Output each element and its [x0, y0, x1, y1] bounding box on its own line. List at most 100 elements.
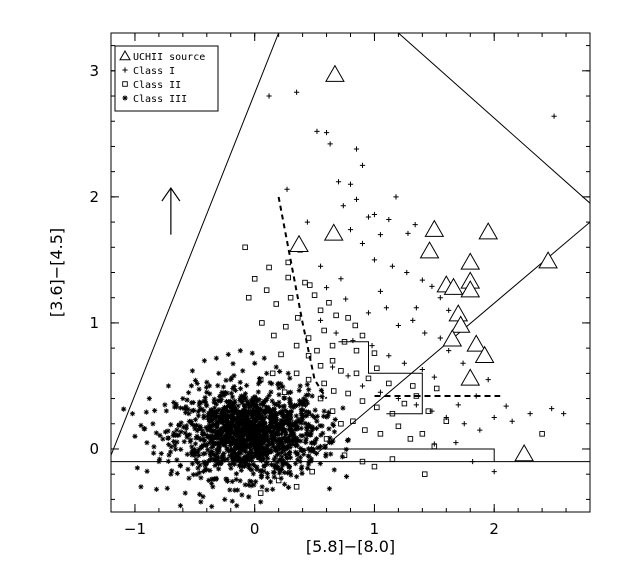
class-ii-point [371, 463, 378, 470]
class-iii-cloud-point [264, 470, 271, 477]
class-iii-cloud-point [258, 457, 265, 463]
class-iii-cloud-point [331, 467, 337, 473]
class-iii-point [246, 494, 252, 500]
class-iii-cloud-point [326, 486, 333, 492]
class-iii-cloud-point [327, 435, 333, 441]
class-iii-cloud-point [253, 444, 259, 450]
class-iii-cloud-point [321, 413, 327, 419]
class-iii-cloud-point [228, 465, 234, 471]
class-iii-cloud-point [189, 400, 195, 406]
class-ii-point [329, 342, 336, 349]
class-iii-cloud-point [331, 429, 338, 435]
uchii-source-point [325, 64, 345, 82]
class-iii-cloud-point [286, 396, 293, 402]
class-iii-cloud-point [276, 399, 282, 405]
class-iii-cloud-point [228, 435, 235, 441]
class-iii-cloud-point [165, 458, 171, 464]
class-iii-cloud-point [215, 434, 222, 440]
class-iii-dense-cloud [121, 361, 352, 510]
class-iii-point [276, 380, 282, 387]
class-iii-cloud-point [227, 401, 233, 408]
class-iii-cloud-point [219, 416, 225, 422]
class-iii-cloud-point [269, 438, 275, 445]
class-iii-cloud-point [151, 444, 157, 450]
class-ii-point [314, 347, 320, 354]
class-iii-cloud-point [215, 424, 221, 430]
class-iii-cloud-point [287, 400, 293, 406]
class-iii-cloud-point [295, 457, 301, 463]
class-iii-cloud-point [191, 407, 197, 413]
class-i-point [491, 414, 497, 421]
uchii-source-point [460, 368, 481, 386]
class-i-point [365, 214, 372, 220]
class-iii-cloud-point [240, 429, 247, 436]
class-iii-cloud-point [197, 406, 203, 412]
class-iii-cloud-point [290, 441, 296, 447]
class-ii-point [307, 282, 313, 288]
class-i-point [323, 129, 330, 136]
class-iii-cloud-point [293, 461, 299, 467]
class-iii-cloud-point [169, 468, 175, 474]
class-iii-cloud-point [227, 487, 233, 493]
class-ii-point [371, 350, 378, 356]
class-iii-cloud-point [203, 442, 209, 448]
class-iii-cloud-point [222, 438, 228, 444]
class-iii-cloud-point [121, 406, 127, 412]
class-i-point [347, 181, 354, 187]
class-iii-cloud-point [176, 432, 182, 438]
class-iii-point [177, 503, 184, 509]
class-iii-point [270, 486, 276, 492]
class-iii-cloud-point [267, 380, 273, 386]
class-iii-cloud-point [286, 390, 292, 396]
x-tick-label: 1 [370, 520, 380, 538]
class-iii-point [129, 411, 136, 417]
class-i-point [369, 343, 375, 349]
class-iii-cloud-point [221, 437, 227, 443]
class-ii-point [251, 276, 258, 282]
class-iii-cloud-point [235, 416, 241, 423]
class-iii-cloud-point [302, 420, 308, 426]
class-iii-cloud-point [187, 439, 193, 445]
class-iii-cloud-point [212, 440, 218, 447]
class-iii-cloud-point [231, 383, 237, 390]
class-iii-cloud-point [207, 452, 214, 458]
class-iii-cloud-point [246, 462, 253, 468]
class-iii-cloud-point [246, 465, 253, 472]
class-iii-cloud-point [201, 459, 207, 465]
class-iii-cloud-point [184, 397, 190, 403]
class-iii-cloud-point [254, 396, 260, 403]
class-iii-cloud-point [219, 419, 225, 425]
class-i-point [429, 283, 435, 289]
class-ii-point [317, 307, 324, 314]
class-i-point [314, 128, 320, 134]
class-ii-point [330, 388, 337, 394]
class-iii-cloud-point [220, 454, 227, 460]
class-ii-point [257, 490, 264, 496]
class-ii-point [323, 436, 330, 442]
class-iii-cloud-point [297, 454, 303, 460]
class-iii-cloud-point [298, 420, 304, 426]
class-iii-cloud-point [275, 459, 281, 465]
class-iii-cloud-point [267, 479, 274, 485]
class-iii-cloud-point [288, 430, 295, 437]
legend-label: Class I [133, 66, 175, 77]
class-i-point [431, 441, 437, 447]
class-iii-point [201, 358, 208, 364]
series-class-ii [242, 244, 545, 496]
class-iii-cloud-point [241, 412, 248, 419]
class-iii-cloud-point [303, 436, 309, 442]
x-tick-label: 2 [489, 520, 499, 538]
class-iii-cloud-point [255, 436, 261, 442]
class-iii-cloud-point [274, 427, 280, 433]
class-iii-cloud-point [206, 419, 213, 425]
class-ii-point [329, 408, 336, 414]
class-iii-cloud-point [304, 400, 311, 406]
class-iii-cloud-point [260, 445, 266, 451]
class-iii-cloud-point [260, 433, 266, 439]
class-ii-point [266, 264, 272, 271]
class-iii-cloud-point [213, 475, 219, 481]
class-iii-cloud-point [192, 417, 199, 423]
class-ii-point [352, 322, 359, 329]
class-iii-cloud-point [242, 482, 248, 488]
class-iii-cloud-point [344, 437, 351, 444]
